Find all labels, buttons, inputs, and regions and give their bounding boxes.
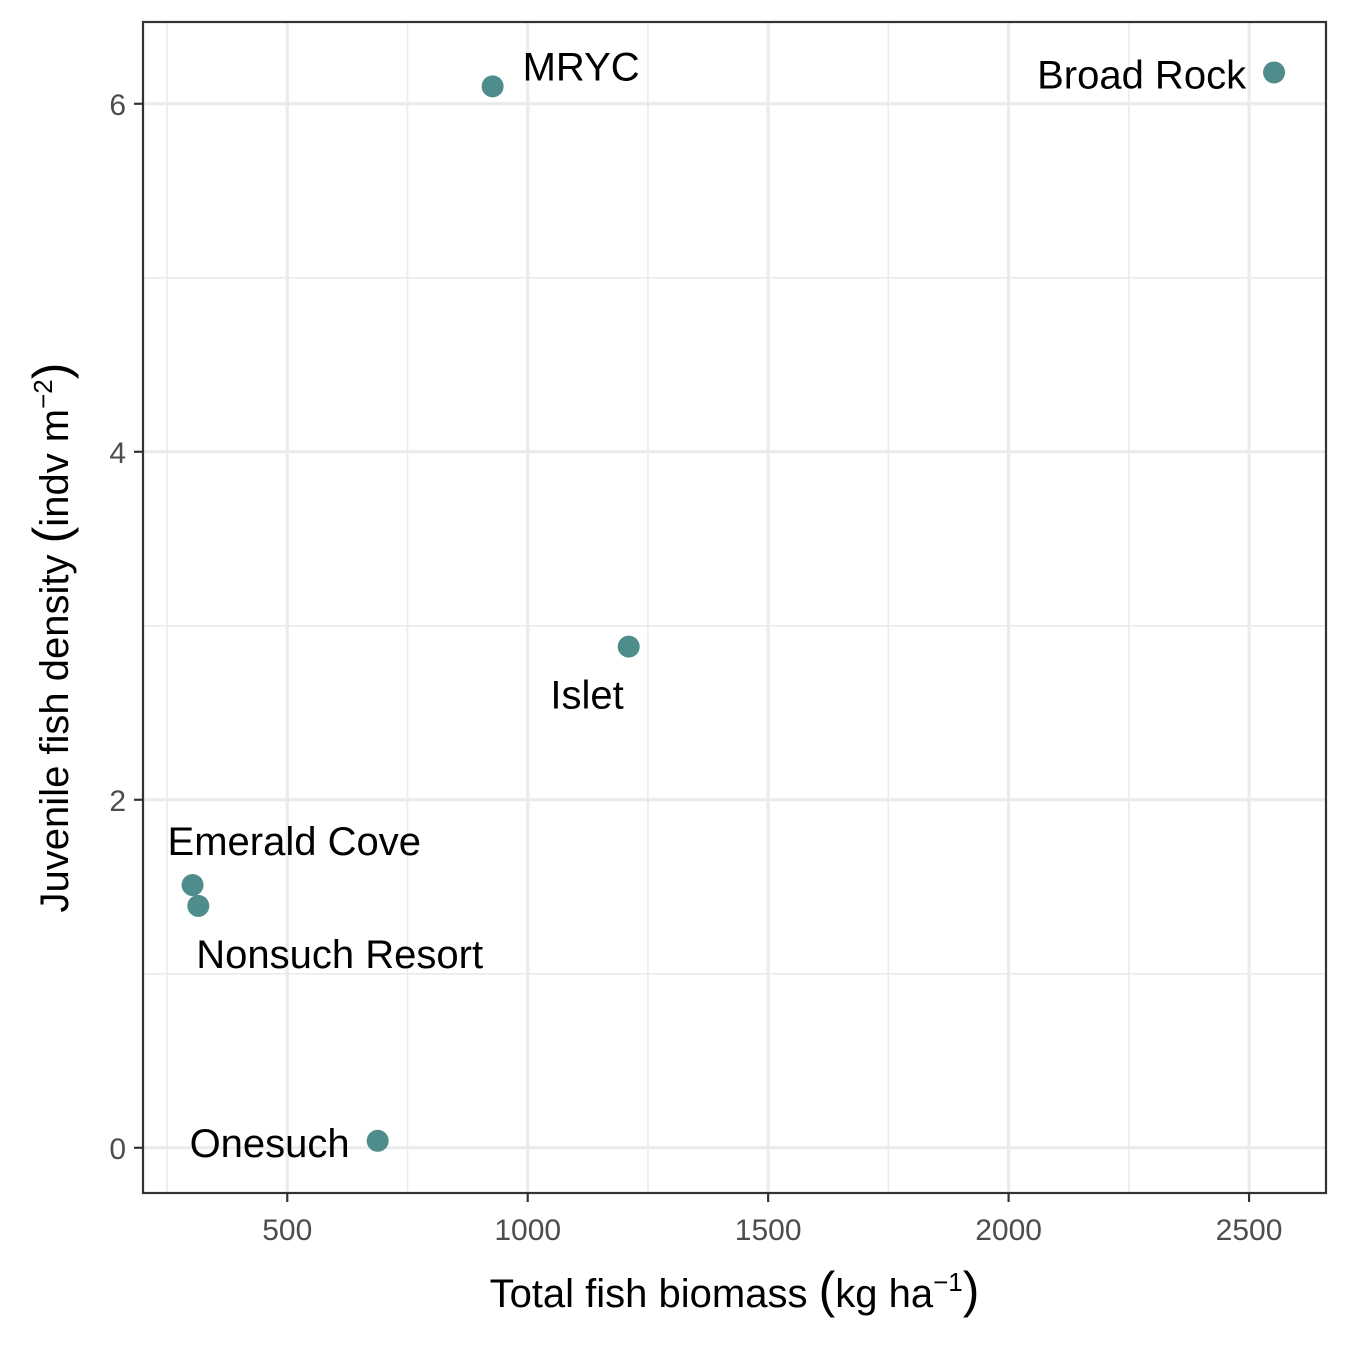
grid-layer	[143, 22, 1326, 1193]
x-tick-label: 500	[262, 1214, 312, 1247]
x-axis-title-unit-sup: −1	[933, 1267, 963, 1297]
point-label: Nonsuch Resort	[196, 933, 483, 977]
x-axis-title-unit: kg ha	[835, 1272, 934, 1316]
point-label: MRYC	[523, 45, 640, 89]
data-point	[617, 635, 640, 658]
point-label: Islet	[550, 674, 623, 718]
y-axis-title-unit: indv m	[33, 409, 77, 527]
points-layer	[181, 61, 1286, 1152]
y-axis-title-paren-open: (	[23, 526, 79, 543]
x-axis-title-prefix: Total fish biomass	[490, 1272, 819, 1316]
data-point	[1263, 61, 1286, 84]
point-label: Emerald Cove	[168, 820, 421, 864]
ticks-layer: 500 1000 1500 2000 2500 0 2 4 6	[109, 89, 1282, 1247]
y-tick-label: 0	[109, 1133, 126, 1166]
y-axis-title: Juvenile fish density (indv m−2)	[23, 363, 79, 913]
data-point	[366, 1129, 389, 1152]
x-axis-title-paren-close: )	[963, 1262, 980, 1318]
x-axis-title: Total fish biomass (kg ha−1)	[490, 1262, 980, 1318]
y-tick-label: 6	[109, 89, 126, 122]
y-axis-title-unit-sup: −2	[28, 379, 58, 409]
x-tick-label: 1000	[494, 1214, 561, 1247]
x-tick-label: 1500	[735, 1214, 802, 1247]
panel-border	[141, 20, 1328, 1195]
data-point	[181, 874, 204, 897]
y-tick-label: 4	[109, 437, 126, 470]
labels-layer: MRYC Broad Rock Islet Emerald Cove Nonsuch R…	[168, 45, 1248, 1165]
y-axis-title-prefix: Juvenile fish density	[33, 543, 77, 912]
data-point	[481, 75, 504, 98]
y-tick-label: 2	[109, 785, 126, 818]
point-label: Broad Rock	[1037, 53, 1247, 97]
x-tick-label: 2500	[1216, 1214, 1283, 1247]
x-tick-label: 2000	[975, 1214, 1042, 1247]
data-point	[187, 894, 210, 917]
y-axis-title-paren-close: )	[23, 363, 79, 380]
x-axis-title-paren-open: (	[819, 1262, 836, 1318]
point-label: Onesuch	[190, 1122, 350, 1166]
